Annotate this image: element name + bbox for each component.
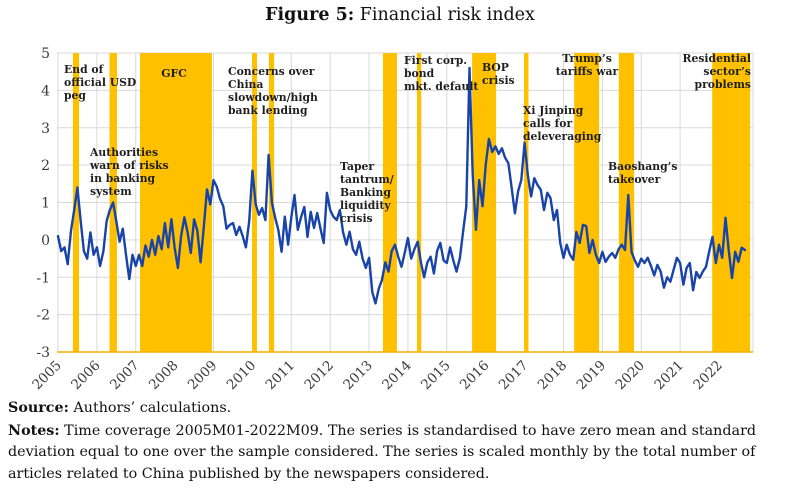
source-text: Authors’ calculations.	[68, 400, 232, 416]
y-tick-label: 0	[41, 233, 50, 249]
figure-title-text: Financial risk index	[354, 5, 535, 25]
event-label-baoshang: Baoshang’s takeover	[608, 160, 678, 186]
event-label-xi-deleveraging: Xi Jinping calls for deleveraging	[523, 104, 602, 143]
event-band-taper-tantrum	[382, 53, 397, 352]
event-annotations-layer: End of official USD peg Authorities warn …	[64, 52, 751, 225]
event-band-gfc	[139, 53, 212, 352]
figure-title: Figure 5: Financial risk index	[0, 5, 800, 25]
figure-title-prefix: Figure 5:	[265, 5, 355, 25]
y-tick-label: 3	[41, 121, 50, 137]
y-tick-label: 5	[41, 46, 50, 62]
y-tick-label: -2	[36, 308, 50, 324]
y-tick-label: 4	[41, 83, 50, 99]
event-band-baoshang	[618, 53, 635, 352]
event-label-trump-tariffs: Trump’s tariffs war	[555, 52, 619, 78]
y-tick-label: -1	[36, 270, 50, 286]
event-label-bop-crisis: BOP crisis	[482, 61, 515, 87]
event-label-residential: Residential sector’s problems	[682, 52, 751, 91]
event-label-taper-tantrum: Taper tantrum/ Banking liquidity crisis	[340, 160, 394, 225]
risk-index-line	[56, 66, 747, 305]
y-tick-label: 1	[41, 196, 50, 212]
notes-text: Time coverage 2005M01-2022M09. The serie…	[8, 423, 757, 482]
source-note: Source: Authors’ calculations.	[8, 400, 796, 416]
event-label-first-default: First corp. bond mkt. default	[404, 54, 479, 93]
event-band-bop-crisis	[472, 53, 497, 352]
event-band-residential	[712, 53, 751, 352]
source-label: Source:	[8, 400, 69, 416]
notes-label: Notes:	[8, 423, 60, 439]
event-label-authorities-warning: Authorities warn of risks in banking sys…	[90, 146, 169, 198]
event-label-usd-peg: End of official USD peg	[64, 63, 137, 102]
y-tick-label: 2	[41, 158, 50, 174]
event-label-gfc: GFC	[161, 67, 187, 80]
event-label-china-slowdown: Concerns over China slowdown/high bank l…	[228, 65, 318, 117]
event-band-xi-deleveraging	[523, 53, 529, 352]
y-tick-label: -3	[36, 345, 50, 361]
event-band-first-default	[417, 53, 422, 352]
notes: Notes: Time coverage 2005M01-2022M09. Th…	[8, 421, 796, 485]
event-band-trump-tariffs	[574, 53, 600, 352]
